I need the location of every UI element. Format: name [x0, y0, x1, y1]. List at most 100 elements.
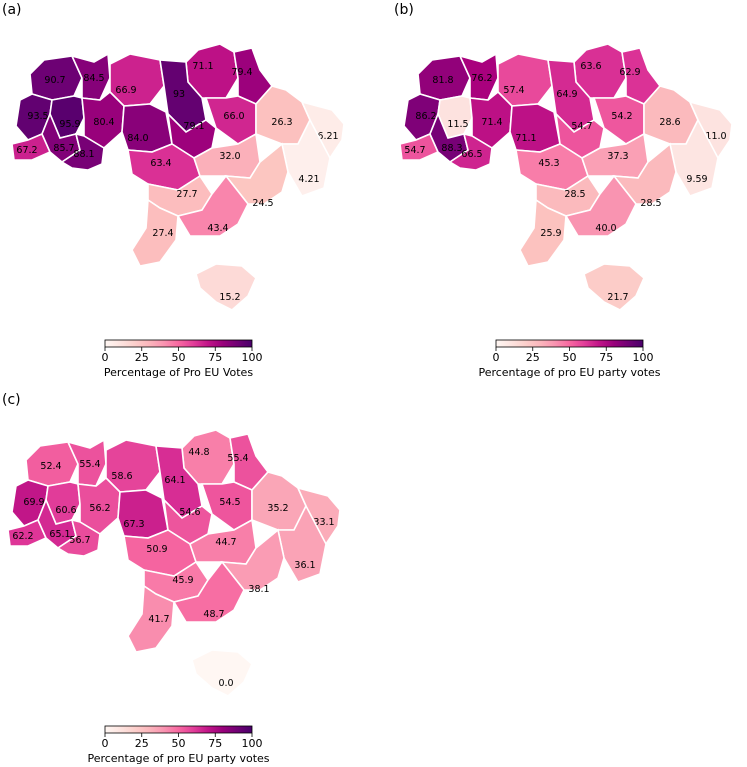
oblast-shape	[117, 489, 169, 539]
oblast-region: 48.7	[172, 560, 245, 623]
oblast-value-label: 80.4	[93, 117, 114, 128]
colorbar: 0 25 50 75 100 Percentage of pro EU party vot…	[478, 339, 661, 379]
oblast-value-label: 93	[173, 89, 185, 100]
oblast-value-label: 45.9	[172, 575, 193, 586]
oblast-region: 15.2	[195, 263, 257, 311]
oblast-value-label: 64.1	[164, 475, 185, 486]
colorbar: 0 25 50 75 100 Percentage of pro EU party vot…	[87, 725, 270, 765]
oblast-value-label: 37.3	[607, 151, 628, 162]
oblast-value-label: 36.1	[294, 560, 315, 571]
oblast-value-label: 43.4	[207, 223, 228, 234]
oblast-region: 27.4	[131, 198, 179, 267]
oblast-value-label: 21.7	[607, 292, 628, 303]
oblast-value-label: 86.2	[415, 111, 436, 122]
oblast-shape	[109, 53, 165, 107]
oblast-value-label: 66.0	[223, 111, 244, 122]
oblast-value-label: 45.3	[538, 158, 559, 169]
colorbar-tick-label: 100	[633, 351, 654, 364]
colorbar-tick-label: 0	[493, 351, 500, 364]
colorbar-tick-label: 75	[208, 737, 222, 750]
oblast-value-label: 32.0	[219, 151, 240, 162]
oblast-value-label: 15.2	[219, 292, 240, 303]
oblast-value-label: 62.2	[12, 531, 33, 542]
oblast-value-label: 40.0	[595, 223, 616, 234]
colorbar-gradient	[495, 339, 644, 348]
colorbar-tick-label: 100	[242, 351, 263, 364]
oblast-region: 0.0	[191, 649, 253, 697]
oblast-value-label: 41.7	[148, 614, 169, 625]
oblast-value-label: 81.8	[432, 75, 453, 86]
oblast-shape	[66, 438, 107, 487]
oblast-value-label: 85.7	[53, 143, 74, 154]
oblast-shape	[277, 504, 327, 583]
map-panel-c: (c) 52.4 55.4 58.6 44.8 55.4 69.9 60.6 56.2 67.3…	[0, 390, 370, 767]
oblast-region: 56.7	[56, 518, 101, 557]
oblast-region: 25.9	[519, 198, 567, 267]
choropleth-map: 81.8 76.2 57.4 63.6 62.9 86.2 11.5 71.4 71.1 64.9…	[399, 43, 733, 379]
colorbar-tick-label: 0	[102, 351, 109, 364]
colorbar-tick-label: 100	[242, 737, 263, 750]
oblast-value-label: 44.8	[188, 447, 209, 458]
oblast-region: 40.0	[564, 174, 637, 237]
oblast-value-label: 11.5	[447, 119, 468, 130]
colorbar-label: Percentage of Pro EU Votes	[104, 366, 253, 379]
oblast-value-label: 84.5	[83, 73, 104, 84]
oblast-shape	[458, 52, 499, 101]
oblast-region: 9.59	[669, 118, 719, 197]
oblast-value-label: 50.9	[146, 544, 167, 555]
oblast-value-label: 54.7	[571, 121, 592, 132]
oblast-value-label: 35.2	[267, 503, 288, 514]
oblast-value-label: 54.2	[611, 111, 632, 122]
colorbar-tick-label: 50	[563, 351, 577, 364]
oblast-region: 21.7	[583, 263, 645, 311]
oblast-value-label: 76.2	[471, 73, 492, 84]
colorbar-label: Percentage of pro EU party votes	[478, 366, 660, 379]
oblast-value-label: 33.1	[313, 517, 334, 528]
map-panel-b: (b) 81.8 76.2 57.4 63.6 62.9 86.2 11.5 71.4 71.1…	[390, 0, 747, 385]
oblast-shape	[195, 263, 257, 311]
oblast-value-label: 54.6	[179, 507, 200, 518]
oblast-value-label: 65.1	[49, 529, 70, 540]
oblast-shape	[176, 174, 249, 237]
oblast-value-label: 11.0	[705, 131, 726, 142]
oblast-value-label: 60.6	[55, 505, 76, 516]
oblast-value-label: 28.5	[640, 198, 661, 209]
oblast-shape	[448, 132, 493, 171]
choropleth-map: 52.4 55.4 58.6 44.8 55.4 69.9 60.6 56.2 67.3 64.1…	[7, 429, 341, 765]
oblast-shape	[224, 142, 289, 205]
colorbar-gradient	[104, 725, 253, 734]
panel-label: (b)	[394, 2, 414, 18]
colorbar-tick-label: 75	[208, 351, 222, 364]
oblast-region: 84.5	[70, 52, 111, 101]
oblast-shape	[281, 118, 331, 197]
oblast-region: 57.4	[497, 53, 553, 107]
oblast-value-label: 79.1	[183, 121, 204, 132]
oblast-region: 67.3	[117, 489, 169, 539]
oblast-value-label: 84.0	[127, 133, 148, 144]
oblast-value-label: 62.9	[619, 67, 640, 78]
oblast-value-label: 54.5	[219, 497, 240, 508]
oblast-region: 24.5	[224, 142, 289, 209]
oblast-value-label: 67.2	[16, 145, 37, 156]
oblast-region: 84.0	[121, 103, 173, 153]
oblast-value-label: 24.5	[252, 198, 273, 209]
oblast-value-label: 58.6	[111, 471, 132, 482]
oblast-value-label: 71.1	[192, 61, 213, 72]
oblast-value-label: 63.6	[580, 61, 601, 72]
oblast-shape	[497, 53, 553, 107]
oblast-value-label: 93.5	[27, 111, 48, 122]
oblast-region: 41.7	[127, 584, 175, 653]
oblast-value-label: 6.21	[317, 131, 338, 142]
oblast-value-label: 57.4	[503, 85, 524, 96]
oblast-shape	[669, 118, 719, 197]
colorbar-tick-label: 75	[599, 351, 613, 364]
oblast-value-label: 90.7	[44, 75, 65, 86]
oblast-shape	[564, 174, 637, 237]
oblast-shape	[127, 584, 175, 653]
oblast-value-label: 79.4	[231, 67, 252, 78]
oblast-value-label: 44.7	[215, 537, 236, 548]
oblast-shape	[60, 132, 105, 171]
oblast-value-label: 38.1	[248, 584, 269, 595]
panel-label: (a)	[2, 2, 22, 18]
colorbar-gradient	[104, 339, 253, 348]
